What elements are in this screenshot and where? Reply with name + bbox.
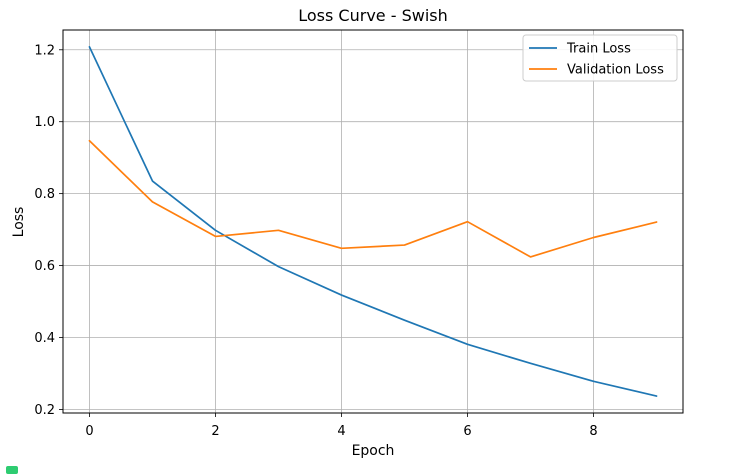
x-tick-label: 4 — [337, 424, 345, 439]
x-tick-label: 2 — [211, 424, 219, 439]
y-tick-label: 0.4 — [34, 331, 55, 346]
axis-ticks: 0 2 4 6 8 0.2 0.4 0.6 0.8 1.0 1.2 — [34, 43, 597, 439]
legend-box — [522, 34, 678, 82]
y-tick-label: 0.2 — [34, 403, 55, 418]
legend-label-validation-loss: Validation Loss — [567, 63, 664, 78]
plot-frame — [62, 29, 684, 414]
grid-lines — [63, 30, 683, 413]
series-line-validation-loss — [88, 139, 658, 258]
legend-label-train-loss: Train Loss — [566, 42, 631, 57]
y-tick-label: 1.0 — [34, 115, 55, 130]
x-axis-label: Epoch — [352, 443, 395, 459]
x-tick-label: 0 — [85, 424, 93, 439]
legend: Train Loss Validation Loss — [522, 34, 678, 82]
status-indicator — [6, 466, 18, 474]
y-tick-label: 1.2 — [34, 43, 55, 58]
y-axis-label: Loss — [11, 207, 27, 238]
x-tick-label: 8 — [589, 424, 597, 439]
chart-title: Loss Curve - Swish — [298, 6, 448, 25]
y-tick-label: 0.6 — [34, 259, 55, 274]
series-lines — [88, 46, 658, 397]
series-line-train-loss — [88, 46, 658, 397]
y-tick-label: 0.8 — [34, 187, 55, 202]
x-tick-label: 6 — [463, 424, 471, 439]
